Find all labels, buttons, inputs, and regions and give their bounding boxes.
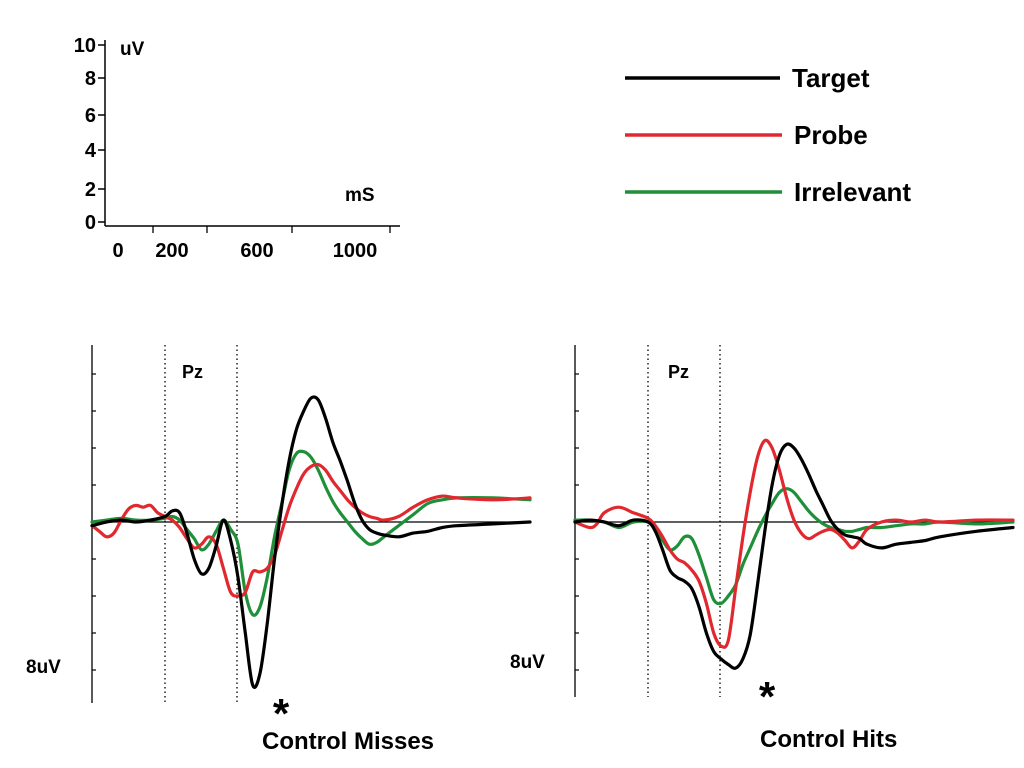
panel-control-misses: Pz 8uV * Control Misses xyxy=(26,345,532,755)
significance-star: * xyxy=(273,690,290,737)
scale-y-tick-label: 8 xyxy=(85,68,96,90)
series-line-irrelevant xyxy=(90,449,532,617)
scale-y-tick-label: 0 xyxy=(85,212,96,234)
channel-label: Pz xyxy=(668,362,689,382)
scale-x-tick-label: 200 xyxy=(155,240,188,262)
scale-x-unit: mS xyxy=(345,185,375,206)
scale-y-tick-label: 10 xyxy=(74,35,96,57)
panel-title: Control Hits xyxy=(760,726,897,753)
scale-y-tick-label: 4 xyxy=(85,140,97,162)
legend-label-probe: Probe xyxy=(794,120,868,150)
scale-x-tick-label: 600 xyxy=(240,240,273,262)
legend-label-irrelevant: Irrelevant xyxy=(794,177,911,207)
channel-label: Pz xyxy=(182,362,203,382)
series-line-irrelevant xyxy=(573,487,1015,606)
amplitude-label: 8uV xyxy=(26,657,61,678)
scale-x-tick-label: 0 xyxy=(112,240,123,262)
panel-title: Control Misses xyxy=(262,728,434,755)
scale-y-tick-label: 2 xyxy=(85,179,96,201)
scale-ticks: 0 2 4 6 8 10 0 200 600 1000 xyxy=(74,35,391,262)
scale-bar-axes: uV mS 0 2 4 6 8 10 0 200 600 1000 xyxy=(74,35,400,262)
scale-y-unit: uV xyxy=(120,39,145,60)
series-line-probe xyxy=(573,438,1015,649)
panel-y-ticks xyxy=(575,373,579,671)
panel-control-hits: Pz 8uV * Control Hits xyxy=(510,345,1015,753)
legend: Target Probe Irrelevant xyxy=(625,63,911,207)
significance-star: * xyxy=(759,673,776,720)
series-line-target xyxy=(573,442,1015,670)
panel-series xyxy=(573,438,1015,670)
legend-label-target: Target xyxy=(792,63,870,93)
scale-y-tick-label: 6 xyxy=(85,105,96,127)
series-line-target xyxy=(90,395,532,689)
series-line-probe xyxy=(90,462,532,598)
amplitude-label: 8uV xyxy=(510,652,545,673)
scale-x-tick-label: 1000 xyxy=(333,240,378,262)
panel-series xyxy=(90,395,532,689)
